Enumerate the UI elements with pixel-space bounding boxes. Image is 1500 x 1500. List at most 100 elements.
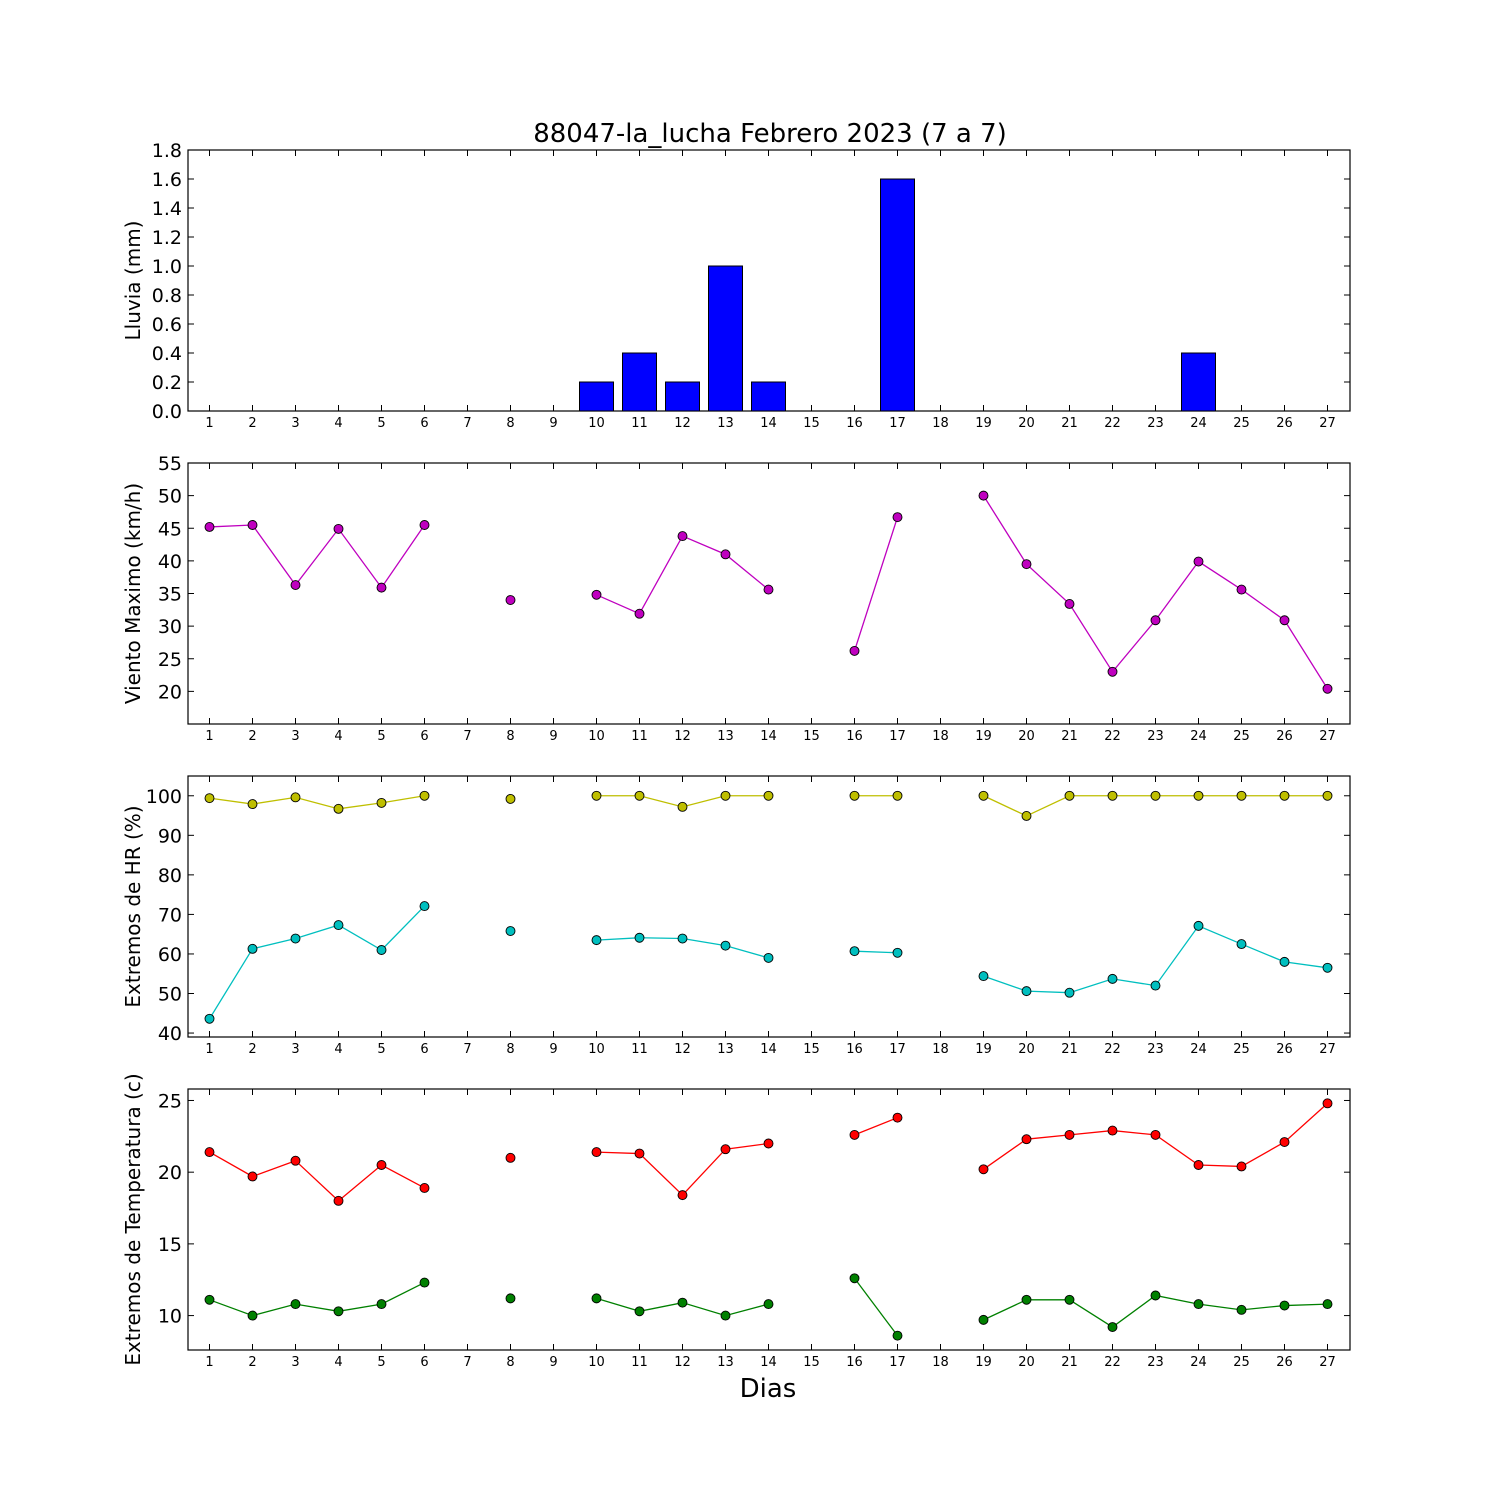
series-line xyxy=(209,1282,425,1317)
x-tick-label: 7 xyxy=(463,416,471,431)
data-point xyxy=(505,1293,516,1304)
y-tick-label: 35 xyxy=(158,584,182,606)
data-point xyxy=(333,803,344,814)
x-tick-label: 15 xyxy=(803,1042,820,1057)
x-tick-label: 4 xyxy=(334,729,342,744)
series-line xyxy=(853,1277,899,1337)
x-tick-label: 13 xyxy=(717,1355,734,1370)
data-point xyxy=(677,531,688,542)
data-point xyxy=(204,521,215,532)
data-point xyxy=(376,1160,387,1170)
x-tick-label: 27 xyxy=(1319,729,1336,744)
data-point xyxy=(1064,1294,1075,1305)
data-point xyxy=(849,645,860,656)
data-point xyxy=(290,580,301,590)
x-tick-label: 24 xyxy=(1190,729,1207,744)
x-tick-label: 27 xyxy=(1319,1042,1336,1057)
y-tick-label: 0.2 xyxy=(152,372,182,394)
x-tick-label: 13 xyxy=(717,729,734,744)
data-point xyxy=(204,1147,215,1158)
y-tick-label: 30 xyxy=(158,616,182,638)
y-tick-label: 0.0 xyxy=(152,401,182,423)
panels: 0.00.20.40.60.81.01.21.41.61.81 2 3 4 5 6 7 8 9 1… xyxy=(121,140,1351,1370)
data-point xyxy=(290,933,301,944)
data-point xyxy=(333,920,344,931)
data-point xyxy=(1064,790,1075,801)
data-point xyxy=(1322,1299,1333,1310)
data-point xyxy=(720,1310,731,1321)
data-point xyxy=(333,523,344,534)
x-tick-label: 14 xyxy=(760,729,777,744)
x-tick-label: 8 xyxy=(506,729,514,744)
data-point xyxy=(290,1155,301,1166)
data-point xyxy=(1236,939,1247,950)
data-point xyxy=(1150,1129,1161,1140)
data-point xyxy=(1193,790,1204,801)
y-tick-label: 15 xyxy=(158,1234,182,1256)
data-point xyxy=(849,946,860,957)
x-tick-label: 25 xyxy=(1233,729,1250,744)
data-point xyxy=(1322,962,1333,973)
data-point xyxy=(1279,956,1290,967)
x-tick-label: 1 xyxy=(205,729,213,744)
x-tick-label: 23 xyxy=(1147,729,1164,744)
x-tick-label: 2 xyxy=(248,416,256,431)
data-point xyxy=(763,1299,774,1310)
data-point xyxy=(892,947,903,958)
y-tick-label: 1.4 xyxy=(152,198,182,220)
series-line xyxy=(854,950,898,954)
data-point xyxy=(505,793,516,804)
data-point xyxy=(634,1306,645,1317)
x-tick-label: 3 xyxy=(291,1355,299,1370)
y-tick-label: 55 xyxy=(158,453,182,475)
data-point xyxy=(505,595,516,605)
x-tick-label: 25 xyxy=(1233,416,1250,431)
data-point xyxy=(290,792,301,803)
x-tick-label: 26 xyxy=(1276,1042,1293,1057)
data-point xyxy=(892,1330,903,1341)
data-point xyxy=(1021,559,1032,570)
series-line xyxy=(208,905,425,1020)
chart-title: 88047-la_lucha Febrero 2023 (7 a 7) xyxy=(533,119,1007,149)
series-line xyxy=(596,535,769,615)
data-point xyxy=(1150,615,1161,626)
x-tick-label: 3 xyxy=(291,416,299,431)
x-tick-label: 7 xyxy=(463,1042,471,1057)
x-tick-label: 9 xyxy=(549,1042,557,1057)
data-point xyxy=(419,520,430,530)
x-tick-label: 15 xyxy=(803,729,820,744)
data-point xyxy=(290,1299,301,1310)
y-tick-label: 1.2 xyxy=(152,227,182,249)
data-point xyxy=(849,790,860,801)
data-point xyxy=(376,945,387,955)
x-tick-label: 3 xyxy=(291,729,299,744)
x-tick-label: 5 xyxy=(377,729,385,744)
x-tick-label: 17 xyxy=(889,729,906,744)
x-tick-label: 25 xyxy=(1233,1042,1250,1057)
rain-bar xyxy=(579,381,614,412)
data-point xyxy=(591,1147,602,1158)
x-tick-label: 5 xyxy=(377,416,385,431)
y-tick-label: 0.6 xyxy=(152,314,182,336)
x-tick-label: 25 xyxy=(1233,1355,1250,1370)
x-tick-label: 4 xyxy=(334,416,342,431)
data-point xyxy=(677,801,688,812)
data-point xyxy=(1150,980,1161,991)
x-tick-label: 6 xyxy=(420,416,428,431)
data-point xyxy=(763,1138,774,1149)
data-point xyxy=(419,901,430,912)
series-temperatura-0 xyxy=(204,1098,1333,1206)
data-point xyxy=(1236,790,1247,801)
x-tick-label: 18 xyxy=(932,1042,949,1057)
data-point xyxy=(591,589,602,600)
x-tick-label: 15 xyxy=(803,1355,820,1370)
x-tick-label: 22 xyxy=(1104,416,1121,431)
x-tick-label: 4 xyxy=(334,1042,342,1057)
x-tick-label: 2 xyxy=(248,1355,256,1370)
data-point xyxy=(1107,790,1118,801)
x-tick-label: 9 xyxy=(549,1355,557,1370)
data-point xyxy=(1193,1160,1204,1170)
data-point xyxy=(1150,1290,1161,1301)
